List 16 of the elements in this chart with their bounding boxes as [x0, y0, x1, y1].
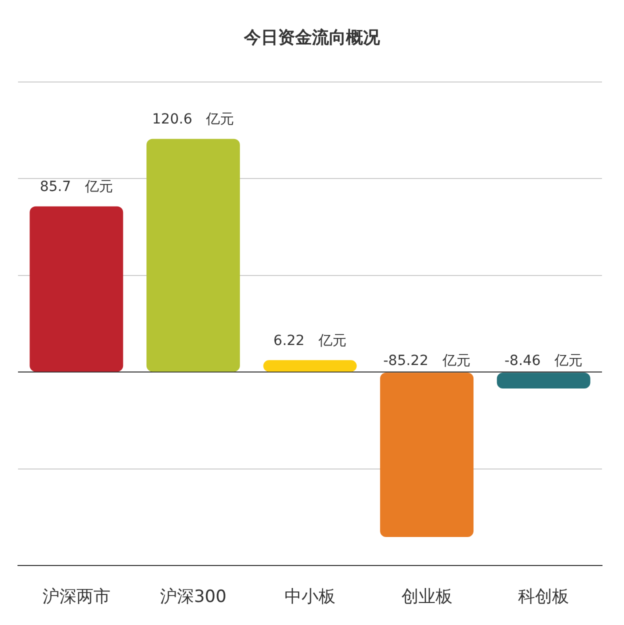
bar	[146, 138, 240, 372]
x-tick-label: 创业板	[401, 587, 452, 608]
x-tick-label: 沪深300	[160, 587, 226, 608]
x-tick-label: 中小板	[284, 587, 336, 608]
data-label: 120.6 亿元	[152, 112, 234, 128]
bar	[30, 206, 124, 372]
bar	[263, 360, 357, 372]
data-label: 85.7 亿元	[40, 179, 113, 196]
data-label: -8.46 亿元	[504, 352, 583, 369]
data-label: 6.22 亿元	[273, 332, 347, 349]
chart-title: 今日资金流向概况	[242, 27, 381, 50]
data-label: -85.22 亿元	[383, 352, 470, 369]
bar	[380, 372, 474, 538]
x-tick-label: 沪深两市	[42, 587, 110, 608]
x-tick-label: 科创板	[518, 587, 570, 608]
bar	[496, 372, 590, 389]
